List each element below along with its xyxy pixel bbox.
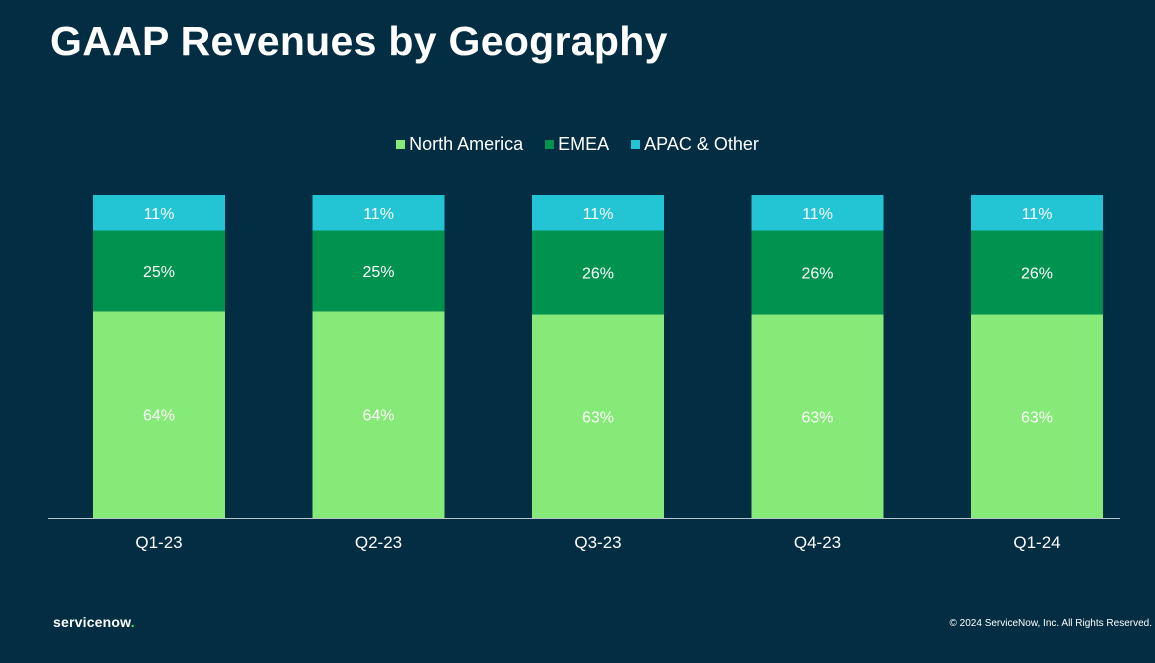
legend-item-north-america: North America (396, 134, 523, 155)
bar-apac-and-other-q1-23 (93, 195, 225, 231)
bar-north-america-q1-23 (93, 311, 225, 518)
bar-north-america-q2-23 (312, 311, 445, 518)
data-label-apac-and-other-q1-23: 11% (144, 206, 175, 223)
copyright-notice: © 2024 ServiceNow, Inc. All Rights Reser… (949, 618, 1152, 629)
legend-swatch-emea (545, 140, 555, 149)
data-label-north-america-q3-23: 63% (582, 409, 614, 426)
data-label-north-america-q1-23: 64% (143, 408, 175, 425)
x-tick-label-q3-23: Q3-23 (574, 533, 621, 552)
bar-apac-and-other-q1-24 (971, 195, 1103, 231)
legend-label-apac: APAC & Other (644, 134, 759, 154)
page-title: GAAP Revenues by Geography (50, 18, 668, 64)
data-label-north-america-q1-24: 63% (1021, 409, 1053, 426)
data-label-emea-q1-24: 26% (1021, 266, 1053, 283)
data-label-emea-q4-23: 26% (801, 266, 833, 283)
legend-label-emea: EMEA (558, 134, 610, 154)
data-label-apac-and-other-q2-23: 11% (363, 206, 394, 223)
bar-emea-q1-24 (971, 230, 1103, 315)
bar-apac-and-other-q4-23 (751, 195, 884, 231)
data-label-emea-q3-23: 26% (582, 266, 614, 283)
data-label-emea-q2-23: 25% (362, 264, 394, 281)
data-label-north-america-q2-23: 64% (362, 408, 394, 425)
logo-text: servicenow (53, 614, 131, 630)
legend-item-emea: EMEA (545, 134, 609, 155)
legend-item-apac: APAC & Other (631, 134, 759, 155)
x-tick-label-q1-24: Q1-24 (1013, 533, 1060, 552)
bar-north-america-q3-23 (532, 314, 664, 518)
data-label-apac-and-other-q4-23: 11% (802, 206, 833, 223)
bar-north-america-q4-23 (751, 314, 884, 518)
servicenow-logo: servicenow. (53, 614, 135, 630)
chart-legend: North America EMEA APAC & Other (0, 134, 1155, 155)
bar-emea-q3-23 (532, 230, 664, 315)
x-tick-label-q2-23: Q2-23 (355, 533, 402, 552)
bar-apac-and-other-q3-23 (532, 195, 664, 231)
legend-label-north-america: North America (409, 134, 524, 154)
data-label-apac-and-other-q1-24: 11% (1022, 206, 1053, 223)
data-label-north-america-q4-23: 63% (801, 409, 833, 426)
data-label-emea-q1-23: 25% (143, 264, 175, 281)
legend-swatch-apac (631, 140, 641, 149)
data-label-apac-and-other-q3-23: 11% (583, 206, 614, 223)
bar-north-america-q1-24 (971, 314, 1103, 518)
bar-emea-q2-23 (312, 230, 445, 312)
bar-emea-q1-23 (93, 230, 225, 312)
x-tick-label-q1-23: Q1-23 (135, 533, 182, 552)
bar-apac-and-other-q2-23 (312, 195, 445, 231)
bar-emea-q4-23 (751, 230, 884, 315)
legend-swatch-north-america (396, 140, 406, 149)
x-tick-label-q4-23: Q4-23 (794, 533, 841, 552)
